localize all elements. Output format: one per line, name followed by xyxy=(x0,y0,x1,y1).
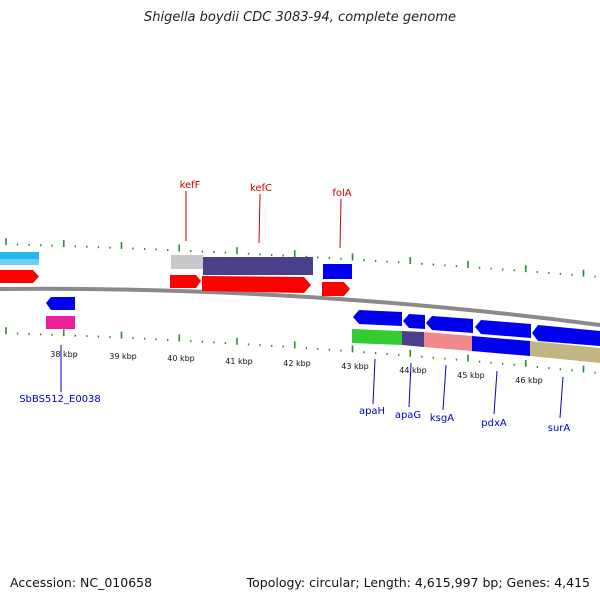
scale-labels: 38 kbp 39 kbp 40 kbp 41 kbp 42 kbp 43 kb… xyxy=(50,350,543,385)
feature-purple-block-kefc[interactable] xyxy=(203,257,313,275)
gene-leader-apah xyxy=(372,358,376,405)
feature-green-block-apah[interactable] xyxy=(352,329,402,345)
feature-red-arrow-left-edge[interactable] xyxy=(0,270,39,283)
gene-leader-apag xyxy=(408,362,412,408)
feature-blue-arrow-sura[interactable] xyxy=(532,325,600,346)
gene-label-ksga[interactable]: ksgA xyxy=(430,413,454,424)
feature-blue-arrow-apah[interactable] xyxy=(353,310,402,326)
feature-magenta-block[interactable] xyxy=(46,316,75,329)
scale-label-42kbp: 42 kbp xyxy=(283,359,311,368)
feature-salmon-block-ksga[interactable] xyxy=(424,332,472,351)
feature-khaki-block-sura[interactable] xyxy=(530,341,600,363)
feature-red-arrow-kefc[interactable] xyxy=(202,276,311,293)
upper-gene-labels: kefF kefC folA xyxy=(180,180,352,249)
upper-tick-track xyxy=(5,238,596,278)
scale-label-43kbp: 43 kbp xyxy=(341,362,369,371)
feature-red-arrow-fola[interactable] xyxy=(322,282,350,296)
gene-label-apag[interactable]: apaG xyxy=(395,410,421,421)
feature-grey-block[interactable] xyxy=(171,255,203,269)
feature-purple-block-apag[interactable] xyxy=(402,331,424,347)
gene-leader-sura xyxy=(559,376,564,419)
scale-label-46kbp: 46 kbp xyxy=(515,376,543,385)
genome-summary: Topology: circular; Length: 4,615,997 bp… xyxy=(246,575,590,590)
gene-label-sbbs512[interactable]: SbBS512_E0038 xyxy=(19,394,101,405)
lower-gene-labels: SbBS512_E0038 apaH apaG ksgA pdxA surA xyxy=(19,345,570,434)
feature-red-arrow-keff[interactable] xyxy=(170,275,201,288)
gene-label-keff[interactable]: kefF xyxy=(180,180,201,191)
feature-blue-block-fola[interactable] xyxy=(323,264,352,279)
accession-label: Accession: NC_010658 xyxy=(10,575,153,590)
genome-backbone xyxy=(0,286,600,327)
feature-blue-arrow-apag[interactable] xyxy=(403,314,425,329)
feature-blue-arrow-pdxa[interactable] xyxy=(475,320,531,338)
scale-label-44kbp: 44 kbp xyxy=(399,366,427,375)
feature-blue-arrow-ksga[interactable] xyxy=(426,316,473,333)
gene-label-pdxa[interactable]: pdxA xyxy=(481,418,507,429)
gene-leader-pdxa xyxy=(493,370,498,415)
gene-leader-kefc xyxy=(258,193,261,244)
gene-leader-ksga xyxy=(442,364,447,411)
lower-tick-track xyxy=(5,327,596,374)
scale-label-45kbp: 45 kbp xyxy=(457,371,485,380)
gene-label-apah[interactable]: apaH xyxy=(359,406,385,417)
map-title: Shigella boydii CDC 3083-94, complete ge… xyxy=(143,10,457,25)
feature-track xyxy=(0,252,600,363)
gene-leader-fola xyxy=(339,198,342,249)
scale-label-38kbp: 38 kbp xyxy=(50,350,78,359)
gene-label-fola[interactable]: folA xyxy=(332,188,351,199)
gene-label-sura[interactable]: surA xyxy=(548,423,571,434)
feature-blue-arrow-sbbs512[interactable] xyxy=(46,297,75,310)
feature-cyan-block[interactable] xyxy=(0,252,39,260)
gene-label-kefc[interactable]: kefC xyxy=(250,183,272,194)
feature-blue-block-pdxa[interactable] xyxy=(472,336,530,356)
feature-cyan-block-2[interactable] xyxy=(0,259,39,265)
scale-label-41kbp: 41 kbp xyxy=(225,357,253,366)
scale-label-39kbp: 39 kbp xyxy=(109,352,137,361)
scale-label-40kbp: 40 kbp xyxy=(167,354,195,363)
